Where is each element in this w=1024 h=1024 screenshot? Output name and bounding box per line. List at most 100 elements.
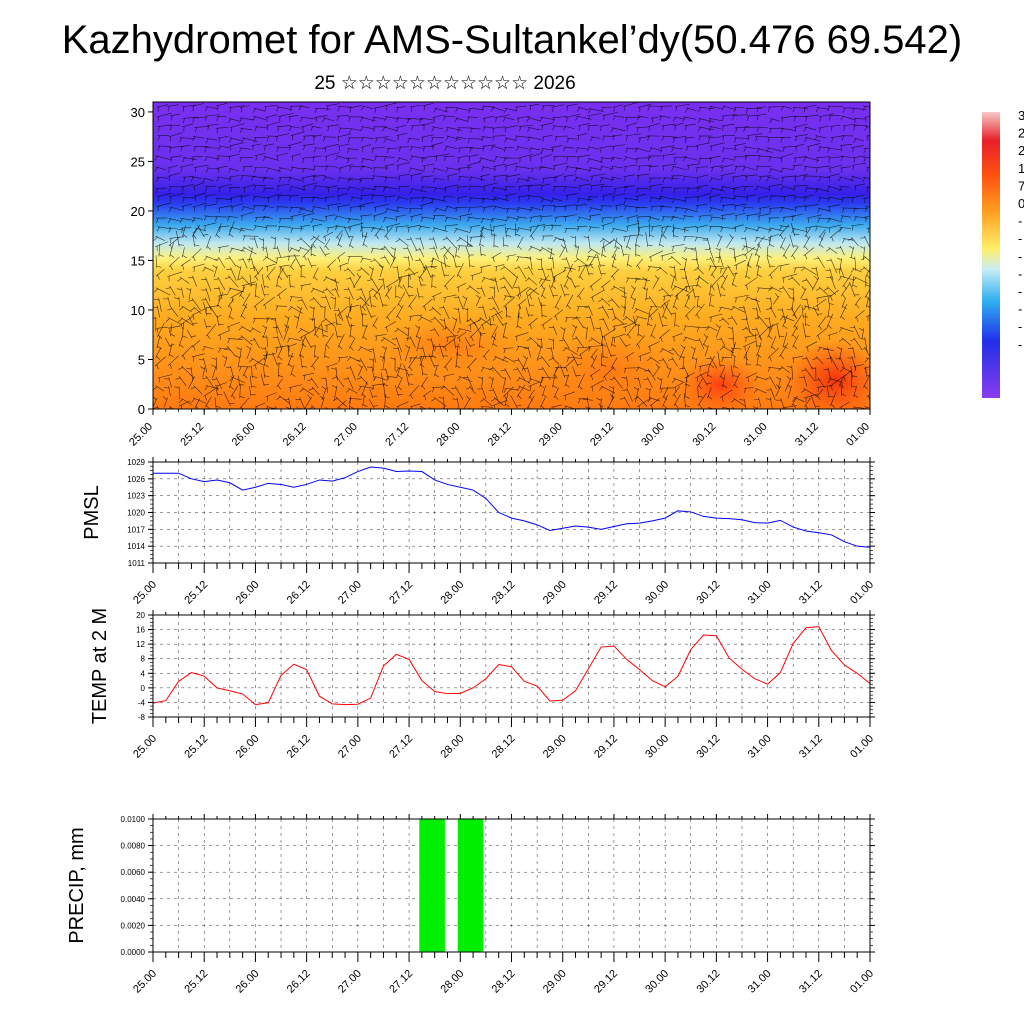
- wind-barb-flag: [387, 286, 390, 292]
- wind-barb-flag: [721, 215, 724, 221]
- x-tick-label: 01.00: [844, 421, 872, 449]
- wind-barb-flag: [324, 197, 327, 203]
- wind-barb: [364, 303, 372, 319]
- wind-barb: [443, 396, 445, 409]
- wind-barb-flag: [332, 376, 337, 379]
- wind-barb: [312, 134, 323, 138]
- wind-barb-flag: [222, 355, 227, 359]
- wind-barb-flag: [778, 367, 783, 371]
- wind-barb-flag: [647, 397, 652, 403]
- wind-barb: [696, 142, 710, 146]
- wind-barb-flag: [240, 175, 243, 181]
- wind-barb: [239, 117, 254, 121]
- wind-barb-flag: [503, 147, 507, 153]
- wind-barb-flag: [647, 105, 650, 111]
- wind-barb-flag: [288, 195, 291, 201]
- wind-barb-flag: [591, 175, 593, 182]
- x-tick-label: 27.00: [336, 968, 364, 996]
- wind-barb: [310, 377, 319, 389]
- wind-barb-flag: [779, 335, 785, 338]
- wind-barb: [778, 224, 790, 237]
- wind-barb-flag: [692, 357, 697, 361]
- wind-barb-flag: [252, 196, 256, 201]
- wind-barb-flag: [477, 318, 482, 322]
- wind-barb-flag: [467, 217, 470, 222]
- wind-barb-flag: [194, 244, 200, 247]
- wind-barb-flag: [325, 216, 327, 222]
- wind-barb: [743, 166, 756, 171]
- wind-barb: [493, 233, 495, 248]
- wind-barb-flag: [680, 344, 685, 349]
- wind-barb-flag: [321, 377, 327, 380]
- wind-barb: [242, 184, 256, 189]
- wind-barb: [863, 373, 870, 388]
- wind-barb-flag: [637, 175, 640, 181]
- wind-barb-flag: [733, 107, 736, 113]
- wind-barb-flag: [348, 128, 352, 134]
- wind-barb: [409, 336, 416, 348]
- wind-barb: [660, 251, 676, 257]
- wind-barb-flag: [766, 177, 770, 182]
- wind-barb: [663, 302, 673, 316]
- wind-barb-flag: [769, 356, 772, 362]
- wind-barb-flag: [577, 217, 581, 222]
- wind-barb: [492, 400, 508, 407]
- wind-barb: [802, 322, 806, 338]
- wind-barb-flag: [792, 397, 796, 402]
- wind-barb-flag: [526, 338, 532, 342]
- wind-barb-flag: [840, 367, 845, 372]
- wind-barb: [527, 195, 544, 198]
- wind-barb-flag: [182, 118, 185, 124]
- wind-barb: [312, 206, 327, 210]
- wind-barb: [853, 325, 860, 339]
- wind-barb-flag: [277, 167, 281, 173]
- wind-barb-flag: [598, 386, 603, 391]
- wind-barb-flag: [229, 316, 234, 320]
- wind-barb: [649, 305, 663, 308]
- wind-barb: [612, 333, 627, 339]
- wind-barb-flag: [540, 198, 544, 204]
- wind-barb: [176, 230, 180, 247]
- wind-barb-flag: [395, 295, 401, 299]
- wind-barb: [565, 165, 581, 170]
- wind-barb-flag: [350, 306, 352, 312]
- wind-barb-flag: [169, 327, 171, 333]
- wind-barb: [455, 136, 466, 139]
- wind-barb: [698, 214, 713, 217]
- wind-barb-flag: [564, 176, 566, 182]
- wind-barb-flag: [300, 197, 303, 203]
- wind-barb: [445, 216, 459, 220]
- wind-barb: [852, 124, 868, 127]
- wind-barb-flag: [553, 156, 556, 162]
- wind-barb: [409, 167, 425, 172]
- wind-barb: [458, 166, 472, 169]
- wind-barb-flag: [338, 345, 343, 350]
- wind-barb-flag: [480, 333, 486, 335]
- wind-barb-flag: [635, 324, 641, 326]
- wind-barb: [733, 247, 736, 261]
- wind-barb: [683, 366, 690, 378]
- wind-barb-flag: [299, 117, 303, 122]
- wind-barb-flag: [745, 108, 749, 114]
- wind-barb-flag: [398, 146, 401, 152]
- wind-barb: [566, 294, 574, 307]
- wind-barb: [611, 336, 614, 347]
- wind-barb-flag: [397, 374, 402, 379]
- wind-barb: [734, 126, 749, 129]
- wind-barb: [684, 136, 695, 139]
- wind-barb-flag: [276, 136, 278, 142]
- wind-barb: [742, 341, 756, 348]
- wind-barb: [529, 215, 542, 218]
- wind-barb-flag: [588, 207, 592, 213]
- wind-barb: [564, 346, 578, 355]
- wind-barb-flag: [278, 294, 281, 300]
- x-tick-label: 25.00: [131, 968, 159, 996]
- wind-barb: [717, 351, 721, 367]
- wind-barb: [518, 265, 527, 279]
- wind-barb-flag: [443, 156, 446, 162]
- wind-barb: [469, 236, 482, 238]
- wind-barb-flag: [747, 377, 749, 383]
- wind-barb: [733, 397, 746, 407]
- wind-barb: [542, 267, 547, 281]
- wind-barb-flag: [591, 375, 594, 381]
